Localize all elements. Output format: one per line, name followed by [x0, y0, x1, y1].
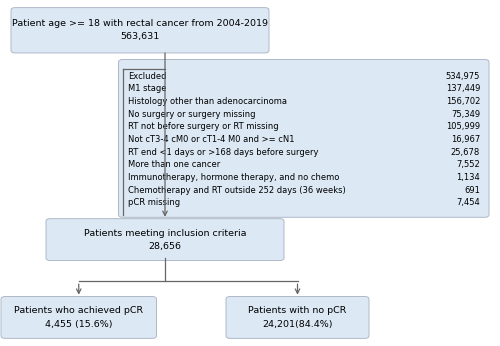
Text: 105,999: 105,999: [446, 122, 480, 131]
Text: Patients who achieved pCR
4,455 (15.6%): Patients who achieved pCR 4,455 (15.6%): [14, 306, 143, 329]
Text: 691: 691: [464, 185, 480, 194]
Text: 534,975: 534,975: [446, 72, 480, 81]
Text: Excluded: Excluded: [128, 72, 167, 81]
FancyBboxPatch shape: [226, 297, 369, 338]
Text: RT not before surgery or RT missing: RT not before surgery or RT missing: [128, 122, 279, 131]
Text: Patients with no pCR
24,201(84.4%): Patients with no pCR 24,201(84.4%): [248, 306, 346, 329]
Text: 156,702: 156,702: [446, 97, 480, 106]
Text: Chemotherapy and RT outside 252 days (36 weeks): Chemotherapy and RT outside 252 days (36…: [128, 185, 346, 194]
Text: M1 stage: M1 stage: [128, 84, 167, 93]
Text: 75,349: 75,349: [451, 110, 480, 119]
Text: RT end <1 days or >168 days before surgery: RT end <1 days or >168 days before surge…: [128, 148, 319, 157]
Text: 7,552: 7,552: [456, 160, 480, 169]
Text: 16,967: 16,967: [451, 135, 480, 144]
Text: 7,454: 7,454: [456, 198, 480, 207]
FancyBboxPatch shape: [46, 219, 284, 261]
FancyBboxPatch shape: [11, 8, 269, 53]
Text: No surgery or surgery missing: No surgery or surgery missing: [128, 110, 256, 119]
Text: 1,134: 1,134: [456, 173, 480, 182]
Text: Patients meeting inclusion criteria
28,656: Patients meeting inclusion criteria 28,6…: [84, 228, 246, 251]
Text: Immunotherapy, hormone therapy, and no chemo: Immunotherapy, hormone therapy, and no c…: [128, 173, 340, 182]
Text: pCR missing: pCR missing: [128, 198, 180, 207]
FancyBboxPatch shape: [1, 297, 156, 338]
Text: Not cT3-4 cM0 or cT1-4 M0 and >= cN1: Not cT3-4 cM0 or cT1-4 M0 and >= cN1: [128, 135, 295, 144]
Text: Histology other than adenocarcinoma: Histology other than adenocarcinoma: [128, 97, 288, 106]
Text: Patient age >= 18 with rectal cancer from 2004-2019
563,631: Patient age >= 18 with rectal cancer fro…: [12, 19, 268, 42]
Text: 25,678: 25,678: [451, 148, 480, 157]
Text: More than one cancer: More than one cancer: [128, 160, 221, 169]
Text: 137,449: 137,449: [446, 84, 480, 93]
FancyBboxPatch shape: [118, 60, 489, 217]
